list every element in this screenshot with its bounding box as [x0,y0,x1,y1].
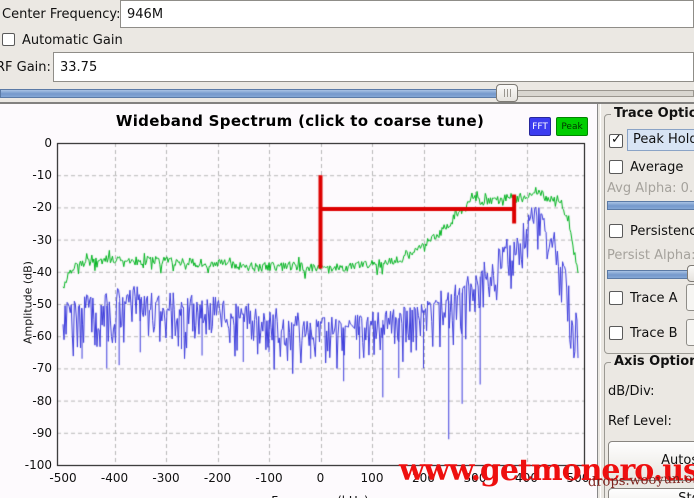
y-tick-label: -30 [32,232,52,247]
x-axis-title: Frequency (kHz) [230,494,410,498]
x-tick-label: -400 [100,471,129,485]
y-tick-label: -100 [24,458,52,472]
x-tick-label: 100 [360,471,384,485]
trace-b-checkbox[interactable] [609,326,623,340]
trace-a-label: Trace A [630,291,678,306]
average-checkbox[interactable] [609,160,623,174]
axis-options-title: Axis Options [611,354,694,369]
x-tick-label: -200 [203,471,232,485]
options-side-panel: Trace Options ✓ Peak Hold Average Avg Al… [601,104,694,498]
fft-legend-button[interactable]: FFT [529,117,551,136]
ref-level-label: Ref Level: [608,414,672,429]
center-frequency-input[interactable] [120,0,694,28]
x-tick-label: 400 [515,471,538,485]
persist-alpha-label: Persist Alpha: [607,248,694,263]
trace-options-group: Trace Options [604,106,694,354]
axis-options-group: Axis Options [604,354,694,498]
x-tick-label: 500 [566,471,590,485]
stop-button[interactable]: Stop [608,488,694,498]
center-frequency-label: Center Frequency: [2,7,121,22]
trace-b-store-button[interactable] [686,319,694,346]
persist-alpha-slider-handle[interactable] [687,265,694,282]
persist-alpha-slider[interactable] [607,270,694,279]
spectrum-canvas[interactable] [0,104,597,498]
tune-slider-track-empty[interactable] [515,90,694,97]
splitter-divider[interactable] [597,104,601,498]
automatic-gain-label: Automatic Gain [22,33,123,48]
y-tick-label: -20 [32,200,52,215]
trace-a-checkbox[interactable] [609,291,623,305]
y-tick-label: -10 [32,168,52,183]
x-tick-label: 300 [463,471,487,485]
peak-hold-checkmark: ✓ [611,132,622,147]
peak-hold-checkbox[interactable]: ✓ [609,132,623,148]
persistence-checkbox[interactable] [609,224,623,238]
automatic-gain-checkbox[interactable] [2,33,15,46]
peak-legend-button[interactable]: Peak [556,117,588,136]
x-tick-label: -100 [255,471,283,485]
peak-hold-label[interactable]: Peak Hold [627,129,694,151]
spectrum-plot-panel[interactable]: Wideband Spectrum (click to coarse tune)… [0,104,597,498]
trace-options-title: Trace Options [611,106,694,121]
plot-title: Wideband Spectrum (click to coarse tune) [115,112,485,130]
watermark-getmonero: www.getmonero.us [399,453,694,488]
tune-slider-track-filled[interactable] [0,89,497,98]
tune-slider-handle[interactable] [496,84,518,102]
rf-gain-input[interactable] [53,52,694,82]
y-tick-label: -50 [32,297,52,311]
y-tick-label: -80 [32,393,52,408]
x-tick-label: 0 [316,471,325,485]
db-div-label: dB/Div: [608,384,655,399]
y-tick-label: 0 [44,136,52,150]
x-tick-label: -500 [49,471,77,485]
y-tick-label: -70 [32,361,52,376]
trace-a-store-button[interactable] [686,284,694,311]
autoscale-button[interactable]: Autoscale [608,441,694,481]
x-tick-label: -300 [152,471,180,485]
avg-alpha-label: Avg Alpha: 0. [607,181,694,196]
y-tick-label: -90 [32,425,52,440]
x-tick-label: 200 [412,471,435,485]
persistence-label: Persistence [630,224,694,239]
avg-alpha-slider[interactable] [607,201,694,210]
rf-gain-label: RF Gain: [0,60,51,75]
panel-divider [0,102,694,104]
y-tick-label: -60 [32,329,52,344]
average-label: Average [630,160,684,175]
trace-b-label: Trace B [630,326,678,341]
y-tick-label: -40 [32,264,52,279]
